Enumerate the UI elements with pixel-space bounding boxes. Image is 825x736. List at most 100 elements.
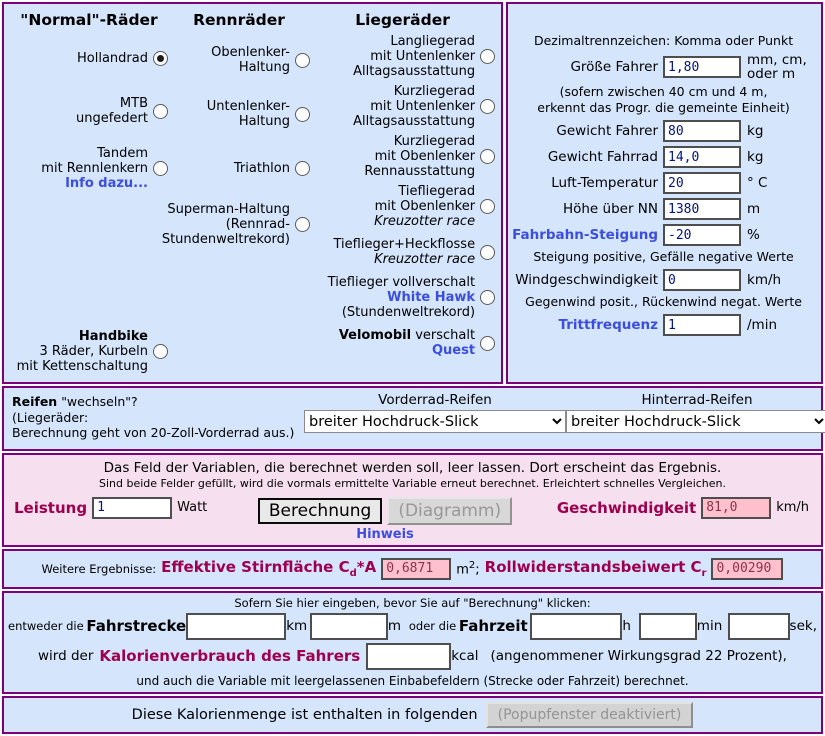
white-hawk-link[interactable]: White Hawk — [387, 290, 476, 305]
column-header-normal: "Normal"-Räder — [20, 11, 158, 29]
fahrzeit-label: Fahrzeit — [458, 617, 528, 635]
bike-option-tieflieger-heckflosse[interactable]: Tieflieger+Heckflosse Kreuzotter race — [310, 237, 496, 267]
bike-option-label: Handbike 3 Räder, Kurbeln mit Kettenscha… — [16, 329, 148, 374]
hollandrad-radio[interactable] — [153, 51, 168, 66]
tieflieger-vollverschalt-radio[interactable] — [480, 290, 496, 305]
cda-unit: m2; — [456, 559, 480, 578]
h-unit: h — [622, 618, 631, 634]
bike-option-triathlon[interactable]: Triathlon — [168, 161, 310, 176]
fahrstrecke-km-input[interactable] — [186, 612, 287, 640]
bike-option-label: Obenlenker- Haltung — [211, 45, 290, 75]
bike-option-untenlenker[interactable]: Untenlenker- Haltung — [168, 99, 310, 129]
bike-option-label: Kurzliegerad mit Untenlenker Alltagsauss… — [353, 84, 476, 129]
triathlon-radio[interactable] — [295, 161, 310, 176]
bike-option-label: Kurzliegerad mit Obenlenker Rennausstatt… — [364, 134, 476, 179]
gewicht-fahrer-label: Gewicht Fahrer — [556, 123, 658, 139]
column-normal-raeder: "Normal"-Räder Hollandrad MTB ungefedert… — [10, 8, 168, 378]
kalorien-input[interactable] — [366, 642, 452, 670]
bike-option-tieflieger-vollverschalt[interactable]: Tieflieger vollverschalt White Hawk (Stu… — [310, 275, 496, 320]
top-row: "Normal"-Räder Hollandrad MTB ungefedert… — [2, 2, 823, 384]
berechnung-button[interactable]: Berechnung — [257, 497, 383, 524]
cr-output[interactable] — [711, 557, 784, 580]
obenlenker-radio[interactable] — [295, 52, 310, 68]
kalorienverbrauch-label: Kalorienverbrauch des Fahrers — [99, 647, 361, 665]
langliegerad-radio[interactable] — [480, 49, 496, 64]
reifen-label: Reifen — [12, 394, 58, 409]
rear-tire-select[interactable]: breiter Hochdruck-Slick — [566, 410, 825, 433]
wind-unit: km/h — [747, 272, 782, 288]
fahrbahn-steigung-input[interactable] — [663, 224, 741, 246]
bike-option-handbike[interactable]: Handbike 3 Räder, Kurbeln mit Kettenscha… — [10, 329, 168, 374]
info-dazu-link[interactable]: Info dazu... — [65, 176, 148, 191]
gewicht-fahrer-input[interactable] — [663, 120, 741, 142]
bike-option-kurzliegerad-untenlenker[interactable]: Kurzliegerad mit Untenlenker Alltagsauss… — [310, 84, 496, 129]
leistung-input[interactable] — [92, 496, 173, 519]
kcal-unit: kcal — [451, 648, 479, 664]
param-row-groesse: Größe Fahrer mm, cm, oder m — [512, 53, 815, 81]
temperatur-unit: ° C — [747, 175, 768, 191]
quest-link[interactable]: Quest — [432, 343, 476, 358]
wird-der-text: wird der — [38, 648, 94, 664]
untenlenker-radio[interactable] — [295, 106, 310, 122]
distance-footer-note: und auch die Variable mit leergelassenen… — [136, 673, 689, 688]
handbike-radio[interactable] — [153, 344, 168, 359]
cr-label: Rollwiderstandsbeiwert Cr — [484, 558, 707, 579]
gewicht-fahrrad-label: Gewicht Fahrrad — [547, 149, 658, 165]
groesse-fahrer-label: Größe Fahrer — [570, 59, 658, 75]
bike-option-obenlenker[interactable]: Obenlenker- Haltung — [168, 45, 310, 75]
tiefliegerad-radio[interactable] — [480, 199, 496, 214]
groesse-unit: mm, cm, oder m — [747, 52, 807, 82]
hinweis-link[interactable]: Hinweis — [356, 526, 414, 542]
mtb-radio[interactable] — [153, 103, 168, 119]
gewicht-fahrer-unit: kg — [747, 123, 764, 139]
gewicht-fahrrad-input[interactable] — [663, 146, 741, 168]
bike-option-hollandrad[interactable]: Hollandrad — [10, 51, 168, 66]
wirkungsgrad-note: (angenommener Wirkungsgrad 22 Prozent), — [490, 648, 787, 664]
front-tire-select[interactable]: breiter Hochdruck-Slick — [304, 410, 566, 433]
geschwindigkeit-output[interactable] — [701, 496, 772, 519]
bike-option-tandem[interactable]: Tandem mit Rennlenkern Info dazu... — [10, 146, 168, 191]
weitere-ergebnisse-label: Weitere Ergebnisse: — [41, 561, 157, 576]
param-row-gewicht-fahrer: Gewicht Fahrer kg — [512, 120, 815, 142]
luft-temperatur-input[interactable] — [663, 172, 741, 194]
trittfrequenz-link[interactable]: Trittfrequenz — [558, 317, 658, 333]
superman-radio[interactable] — [295, 217, 310, 232]
fahrbahn-steigung-link[interactable]: Fahrbahn-Steigung — [512, 227, 658, 243]
bike-option-superman[interactable]: Superman-Haltung (Rennrad- Stundenweltre… — [162, 202, 310, 247]
front-tire-label: Vorderrad-Reifen — [378, 392, 492, 408]
calc-instruction-2: Sind beide Felder gefüllt, wird die vorm… — [98, 476, 727, 490]
param-row-trittfrequenz: Trittfrequenz /min — [512, 314, 815, 336]
calories-row: wird der Kalorienverbrauch des Fahrers k… — [8, 642, 817, 670]
tieflieger-heckflosse-radio[interactable] — [480, 244, 496, 260]
fahrzeit-sek-input[interactable] — [727, 612, 790, 640]
calc-buttons-group: Berechnung (Diagramm) Hinweis — [257, 496, 513, 542]
hoehe-ueber-nn-input[interactable] — [663, 198, 741, 220]
bike-option-langliegerad[interactable]: Langliegerad mit Untenlenker Alltagsauss… — [310, 34, 496, 79]
groesse-fahrer-input[interactable] — [663, 56, 741, 78]
bike-option-label: Langliegerad mit Untenlenker Alltagsauss… — [353, 34, 476, 79]
hoehe-ueber-nn-label: Höhe über NN — [562, 201, 658, 217]
bike-option-kurzliegerad-obenlenker[interactable]: Kurzliegerad mit Obenlenker Rennausstatt… — [310, 134, 496, 179]
fahrstrecke-m-input[interactable] — [309, 612, 388, 640]
bike-option-tiefliegerad[interactable]: Tiefliegerad mit Obenlenker Kreuzotter r… — [310, 184, 496, 229]
geschwindigkeit-label: Geschwindigkeit — [556, 498, 697, 517]
bike-option-label: Tieflieger+Heckflosse Kreuzotter race — [333, 237, 476, 267]
parameters-panel: Dezimaltrennzeichen: Komma oder Punkt Gr… — [506, 2, 823, 384]
kurzliegerad-untenlenker-radio[interactable] — [480, 99, 496, 114]
front-tire-group: Vorderrad-Reifen breiter Hochdruck-Slick — [304, 392, 566, 441]
results-panel: Weitere Ergebnisse: Effektive Stirnfläch… — [2, 548, 823, 589]
fahrzeit-h-input[interactable] — [530, 612, 623, 640]
tandem-radio[interactable] — [153, 161, 168, 176]
param-row-hoehe: Höhe über NN m — [512, 198, 815, 220]
windgeschwindigkeit-input[interactable] — [663, 269, 741, 291]
bike-option-mtb[interactable]: MTB ungefedert — [10, 96, 168, 126]
trittfrequenz-input[interactable] — [663, 314, 741, 336]
kurzliegerad-obenlenker-radio[interactable] — [480, 149, 496, 164]
velomobil-radio[interactable] — [480, 335, 496, 351]
cda-label: Effektive Stirnfläche Cd*A — [161, 558, 377, 579]
bike-option-label: Tandem mit Rennlenkern Info dazu... — [41, 146, 148, 191]
bike-option-velomobil[interactable]: Velomobil verschalt Quest — [310, 328, 496, 358]
fahrzeit-min-input[interactable] — [638, 612, 697, 640]
cda-output[interactable] — [381, 557, 452, 580]
column-header-rennraeder: Rennräder — [193, 11, 285, 29]
